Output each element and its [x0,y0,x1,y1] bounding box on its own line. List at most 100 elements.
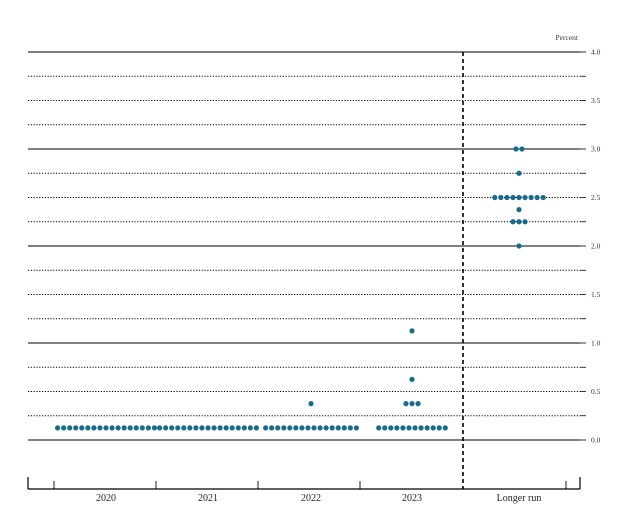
data-dot [415,401,421,407]
data-dot [275,425,281,431]
data-dot [504,194,510,201]
data-dot [353,425,359,431]
data-dot [534,194,540,201]
y-tick-label: 1.0 [591,339,601,348]
data-dot [442,425,448,431]
data-dot [293,425,299,431]
data-dot [139,425,145,431]
data-dot [97,425,103,431]
data-dot [418,425,424,431]
data-dot [376,425,382,431]
data-dot [522,219,528,225]
y-tick-label: 0.0 [591,436,601,445]
data-dot [516,207,522,213]
x-category-label: 2021 [198,493,218,504]
data-dot [299,425,305,431]
y-tick-label: 0.5 [591,387,601,396]
y-tick-label: 2.0 [591,242,601,251]
data-dot [516,170,522,176]
data-dot [492,194,498,201]
data-dot [145,425,151,431]
data-dot [205,425,211,431]
y-tick-label: 3.0 [591,145,601,154]
data-dot [269,425,275,431]
data-dot [528,194,534,201]
data-dot [513,146,519,152]
x-category-label: 2023 [402,493,422,504]
data-dot [263,425,269,431]
data-dot [199,425,205,431]
data-dot [55,425,61,431]
data-dot [409,328,415,334]
data-dot [311,425,317,431]
dots-layer [55,146,546,431]
data-dot [403,401,409,407]
data-dot [85,425,91,431]
x-category-label: 2020 [96,493,116,504]
data-dot [388,425,394,431]
y-tick-label: 2.5 [591,193,601,202]
data-dot [163,425,169,431]
data-dot [229,425,235,431]
data-dot [516,194,522,201]
data-dot [193,425,199,431]
data-dot [409,376,415,382]
data-dot [151,425,157,431]
data-dot [169,425,175,431]
data-dot [382,425,388,431]
grid-lines [28,51,586,441]
data-dot [115,425,121,431]
data-dot [409,401,415,407]
y-tick-label: 4.0 [591,48,601,57]
data-dot [516,219,522,225]
data-dot [347,425,353,431]
data-dot [430,425,436,431]
data-dot [73,425,79,431]
x-category-label: Longer run [497,493,542,504]
data-dot [241,425,247,431]
data-dot [400,425,406,431]
data-dot [223,425,229,431]
data-dot [341,425,347,431]
data-dot [217,425,223,431]
data-dot [287,425,293,431]
data-dot [522,194,528,201]
y-tick-label: 3.5 [591,96,601,105]
data-dot [510,194,516,201]
data-dot [181,425,187,431]
data-dot [235,425,241,431]
data-dot [121,425,127,431]
data-dot [436,425,442,431]
data-dot [253,425,259,431]
data-dot [335,425,341,431]
data-dot [281,425,287,431]
data-dot [61,425,67,431]
data-dot [516,243,522,249]
data-dot [79,425,85,431]
data-dot [133,425,139,431]
y-tick-label: 1.5 [591,290,601,299]
y-axis-ticks: 0.0 0.5 1.0 1.5 2.0 2.5 3.0 3.5 4.0 [591,48,601,445]
data-dot [394,425,400,431]
data-dot [424,425,430,431]
data-dot [323,425,329,431]
data-dot [109,425,115,431]
data-dot [308,401,314,407]
data-dot [329,425,335,431]
data-dot [540,194,546,201]
data-dot [498,194,504,201]
data-dot [406,425,412,431]
data-dot [127,425,133,431]
data-dot [510,219,516,225]
x-axis: 2020 2021 2022 2023 Longer run [27,477,581,504]
x-category-label: 2022 [301,493,321,504]
data-dot [157,425,163,431]
y-axis-unit-label: Percent [556,33,579,42]
data-dot [211,425,217,431]
data-dot [67,425,73,431]
data-dot [175,425,181,431]
data-dot [103,425,109,431]
data-dot [91,425,97,431]
data-dot [519,146,525,152]
